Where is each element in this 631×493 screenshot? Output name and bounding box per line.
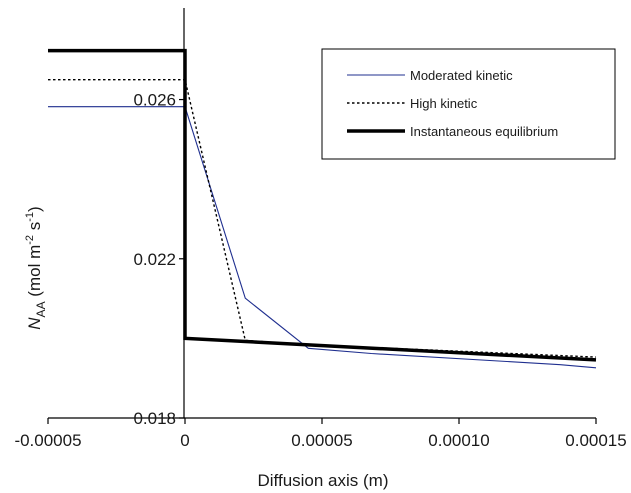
ticks-layer: 0.018 0.022 0.026 -0.00005 0 0.00005 0.00010 0.… xyxy=(14,91,626,450)
x-tick-label: 0.00015 xyxy=(565,431,626,450)
x-tick-label: -0.00005 xyxy=(14,431,81,450)
y-axis-title: NAA (mol m-2 s-1) xyxy=(24,206,48,329)
x-tick-label: 0 xyxy=(180,431,189,450)
series-layer xyxy=(48,48,597,369)
y-axis-unit-close: ) xyxy=(25,206,44,212)
legend-box xyxy=(321,48,616,160)
y-axis-symbol: N xyxy=(25,317,44,330)
y-axis-title-group: NAA (mol m-2 s-1) xyxy=(24,206,48,329)
y-axis-subscript: AA xyxy=(34,301,48,317)
x-tick-label: 0.00005 xyxy=(291,431,352,450)
legend-entries: Moderated kinetic High kinetic Instantaneo… xyxy=(347,68,558,139)
x-axis-title: Diffusion axis (m) xyxy=(258,471,389,490)
y-tick-label: 0.022 xyxy=(133,250,176,269)
legend-label-high-kinetic: High kinetic xyxy=(410,96,478,111)
y-tick-label: 0.026 xyxy=(133,91,176,110)
y-axis-exp2: -1 xyxy=(24,212,36,222)
y-axis-unit-open: (mol m xyxy=(25,245,44,302)
y-axis-exp1: -2 xyxy=(24,235,36,245)
legend-label-instantaneous-equilibrium: Instantaneous equilibrium xyxy=(410,124,558,139)
legend-label-moderated-kinetic: Moderated kinetic xyxy=(410,68,513,83)
y-tick-label: 0.018 xyxy=(133,409,176,428)
series-line-high-kinetic xyxy=(48,78,597,358)
legend: Moderated kinetic High kinetic Instantaneo… xyxy=(321,48,616,160)
series-line-instantaneous-equilibrium xyxy=(48,48,597,362)
y-axis-unit-mid: s xyxy=(25,222,44,235)
x-tick-label: 0.00010 xyxy=(428,431,489,450)
